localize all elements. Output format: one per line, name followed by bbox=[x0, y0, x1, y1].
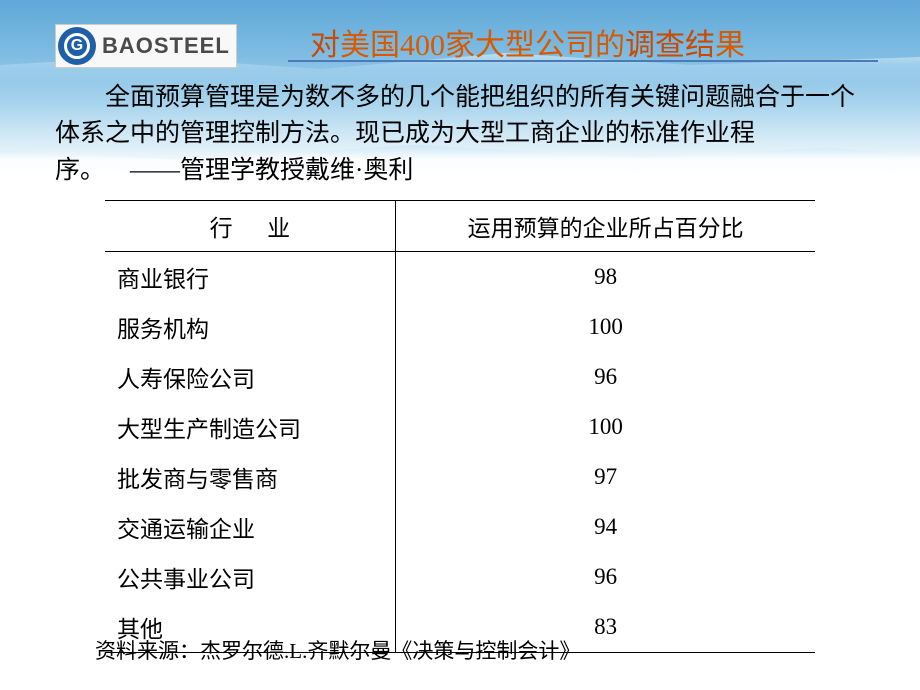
body-attribution: ——管理学教授戴维·奥利 bbox=[130, 157, 413, 184]
title-underline bbox=[288, 60, 878, 62]
table-body: 商业银行 98 服务机构 100 人寿保险公司 96 大型生产制造公司 100 … bbox=[105, 252, 815, 653]
cell-percent: 100 bbox=[396, 402, 815, 452]
cell-percent: 96 bbox=[396, 352, 815, 402]
cell-percent: 97 bbox=[396, 452, 815, 502]
title-seg-2: 美国400家大型公司的 bbox=[340, 29, 625, 62]
table-header-row: 行业 运用预算的企业所占百分比 bbox=[105, 201, 815, 252]
cell-industry: 公共事业公司 bbox=[105, 552, 396, 602]
table-row: 大型生产制造公司 100 bbox=[105, 402, 815, 452]
cell-percent: 96 bbox=[396, 552, 815, 602]
title-seg-1: 对 bbox=[310, 29, 340, 62]
cell-percent: 98 bbox=[396, 252, 815, 303]
survey-table: 行业 运用预算的企业所占百分比 商业银行 98 服务机构 100 人寿保险公司 … bbox=[105, 200, 815, 653]
col-header-percentage: 运用预算的企业所占百分比 bbox=[396, 201, 815, 252]
page-title: 对美国400家大型公司的调查结果 bbox=[310, 20, 745, 64]
logo-text: BAOSTEEL bbox=[102, 33, 230, 59]
title-seg-3: 调查结 bbox=[625, 29, 715, 62]
logo-icon: G bbox=[58, 27, 96, 65]
cell-industry: 人寿保险公司 bbox=[105, 352, 396, 402]
cell-industry: 批发商与零售商 bbox=[105, 452, 396, 502]
table-row: 商业银行 98 bbox=[105, 252, 815, 303]
cell-industry: 大型生产制造公司 bbox=[105, 402, 396, 452]
cell-percent: 94 bbox=[396, 502, 815, 552]
title-seg-4: 果 bbox=[715, 29, 745, 62]
col-header-industry: 行业 bbox=[105, 201, 396, 252]
source-text: 杰罗尔德.L.齐默尔曼《决策与控制会计》 bbox=[200, 639, 580, 663]
table-row: 人寿保险公司 96 bbox=[105, 352, 815, 402]
source-label: 资料来源： bbox=[95, 639, 200, 663]
table-row: 服务机构 100 bbox=[105, 302, 815, 352]
table-row: 批发商与零售商 97 bbox=[105, 452, 815, 502]
cell-industry: 交通运输企业 bbox=[105, 502, 396, 552]
cell-percent: 100 bbox=[396, 302, 815, 352]
logo: G BAOSTEEL bbox=[55, 24, 237, 68]
cell-industry: 服务机构 bbox=[105, 302, 396, 352]
table-row: 交通运输企业 94 bbox=[105, 502, 815, 552]
logo-symbol: G bbox=[71, 37, 83, 55]
source-citation: 资料来源：杰罗尔德.L.齐默尔曼《决策与控制会计》 bbox=[95, 635, 580, 665]
body-paragraph: 全面预算管理是为数不多的几个能把组织的所有关键问题融合于一个体系之中的管理控制方… bbox=[55, 80, 865, 189]
table-row: 公共事业公司 96 bbox=[105, 552, 815, 602]
cell-industry: 商业银行 bbox=[105, 252, 396, 303]
